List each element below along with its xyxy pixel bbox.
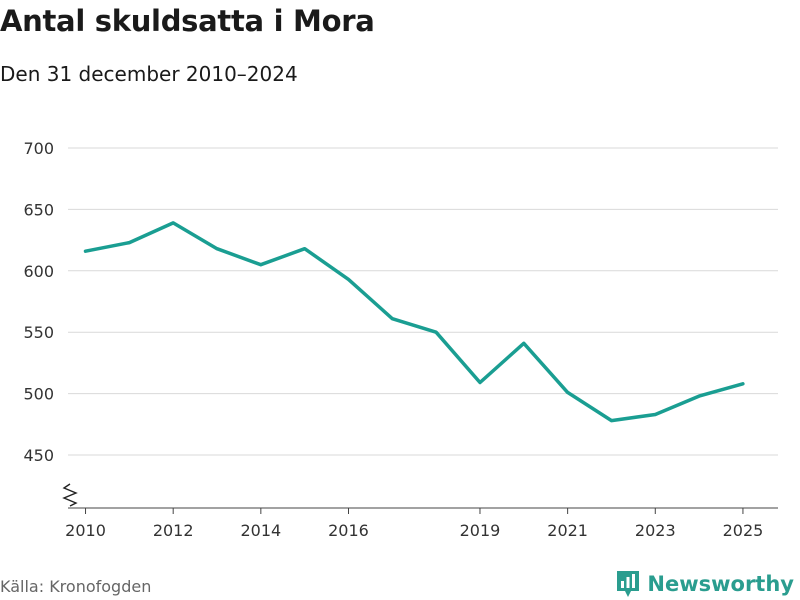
y-tick-label-650: 650 [23, 200, 54, 219]
brand-logo: Newsworthy [615, 569, 794, 599]
brand-name: Newsworthy [647, 572, 794, 596]
x-tick-label-2014: 2014 [240, 521, 281, 540]
x-tick-label-2023: 2023 [635, 521, 676, 540]
chart-subtitle: Den 31 december 2010–2024 [0, 62, 298, 86]
y-tick-label-600: 600 [23, 262, 54, 281]
y-tick-label-550: 550 [23, 323, 54, 342]
x-axis-ticks: 2010 2012 2014 2016 2019 2021 2023 2025 [65, 508, 763, 540]
y-tick-label-500: 500 [23, 385, 54, 404]
x-tick-label-2025: 2025 [723, 521, 764, 540]
gridlines [68, 147, 778, 456]
series-line-0 [83, 221, 745, 423]
x-tick-label-2019: 2019 [460, 521, 501, 540]
x-tick-label-2016: 2016 [328, 521, 369, 540]
x-axis [62, 483, 778, 509]
axis-break-icon [62, 483, 78, 507]
y-tick-label-700: 700 [23, 139, 54, 158]
y-tick-label-450: 450 [23, 446, 54, 465]
series [83, 221, 745, 423]
y-axis-ticks: 450 500 550 600 650 700 [23, 139, 54, 465]
x-tick-label-2010: 2010 [65, 521, 106, 540]
source-note: Källa: Kronofogden [0, 577, 152, 596]
chart-title: Antal skuldsatta i Mora [0, 4, 375, 38]
x-tick-label-2021: 2021 [547, 521, 588, 540]
x-tick-label-2012: 2012 [153, 521, 194, 540]
newsworthy-logo-icon [617, 571, 640, 597]
